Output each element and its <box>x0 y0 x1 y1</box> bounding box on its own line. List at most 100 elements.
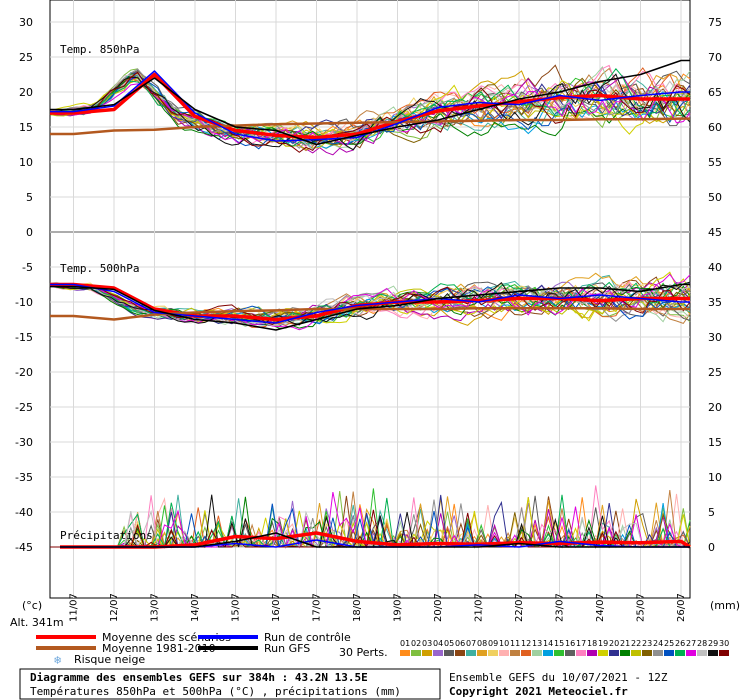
pert-number-label: 20 <box>609 639 619 648</box>
pert-number-label: 26 <box>675 639 685 648</box>
legend-label-control: Run de contrôle <box>264 631 351 644</box>
main-series <box>50 59 691 549</box>
right-tick-label: 15 <box>708 436 722 449</box>
footer-copyright: Copyright 2021 Meteociel.fr <box>449 685 628 698</box>
pert-number-label: 22 <box>631 639 641 648</box>
x-tick-label: 15/07 <box>231 593 242 622</box>
pert-swatch <box>565 650 575 656</box>
left-tick-label: -35 <box>15 471 33 484</box>
pert-swatch <box>598 650 608 656</box>
pert-precip-line <box>50 496 690 548</box>
pert-number-label: 23 <box>642 639 652 648</box>
snowflake-icon: ❄ <box>54 653 61 667</box>
pert-number-label: 27 <box>686 639 696 648</box>
right-tick-label: 60 <box>708 121 722 134</box>
pert-swatch <box>675 650 685 656</box>
x-tick-label: 18/07 <box>352 593 363 622</box>
legend-label-snow: Risque neige <box>74 653 145 666</box>
footer-box <box>19 668 441 700</box>
right-tick-label: 30 <box>708 331 722 344</box>
pert-number-label: 17 <box>576 639 586 648</box>
footer-subtitle: Températures 850hPa et 500hPa (°C) , pré… <box>30 685 401 698</box>
pert-swatch <box>422 650 432 656</box>
x-tick-label: 25/07 <box>636 593 647 622</box>
pert-swatch <box>488 650 498 656</box>
legend-label-normal: Moyenne 1981-2010 <box>102 642 216 655</box>
x-tick-label: 24/07 <box>595 593 606 622</box>
pert-swatch <box>686 650 696 656</box>
pert-number-label: 30 <box>719 639 729 648</box>
panel-label-500: Temp. 500hPa <box>60 262 139 275</box>
pert-number-label: 18 <box>587 639 597 648</box>
pert-swatch <box>576 650 586 656</box>
pert-swatch <box>400 650 410 656</box>
pert-number-label: 24 <box>653 639 663 648</box>
x-tick-label: 22/07 <box>514 593 525 622</box>
left-tick-label: -45 <box>15 541 33 554</box>
left-tick-label: 20 <box>19 86 33 99</box>
left-tick-label: 5 <box>26 191 33 204</box>
pert-number-label: 09 <box>488 639 498 648</box>
pert-swatch <box>642 650 652 656</box>
x-tick-label: 12/07 <box>109 593 120 622</box>
x-tick-label: 14/07 <box>190 593 201 622</box>
pert-swatch <box>708 650 718 656</box>
right-tick-label: 10 <box>708 471 722 484</box>
left-tick-label: -5 <box>22 261 33 274</box>
left-tick-label: 0 <box>26 226 33 239</box>
left-tick-label: 30 <box>19 16 33 29</box>
left-tick-label: -20 <box>15 366 33 379</box>
right-tick-label: 5 <box>708 506 715 519</box>
pert-number-label: 13 <box>532 639 542 648</box>
pert-number-label: 19 <box>598 639 608 648</box>
right-tick-label: 40 <box>708 261 722 274</box>
x-tick-label: 26/07 <box>676 593 687 622</box>
panel-label-850: Temp. 850hPa <box>60 43 139 56</box>
left-tick-label: 25 <box>19 51 33 64</box>
series-line <box>50 59 690 146</box>
right-tick-label: 75 <box>708 16 722 29</box>
pert-number-label: 25 <box>664 639 674 648</box>
pert-850-line <box>50 72 691 150</box>
perts-legend: 01 02 03 04 05 06 07 08 09 10 11 12 13 14 15 16 17 18 19 20… <box>400 639 729 656</box>
series-line <box>60 532 690 548</box>
series-line <box>50 283 690 331</box>
pert-swatch <box>444 650 454 656</box>
right-unit: (mm) <box>710 599 740 612</box>
series-line <box>50 72 690 140</box>
right-tick-label: 25 <box>708 366 722 379</box>
pert-swatch <box>620 650 630 656</box>
pert-number-label: 15 <box>554 639 564 648</box>
pert-number-label: 16 <box>565 639 575 648</box>
pert-number-label: 04 <box>433 639 443 648</box>
pert-swatch <box>411 650 421 656</box>
pert-swatch <box>664 650 674 656</box>
left-tick-label: -30 <box>15 436 33 449</box>
pert-850-line <box>49 77 691 150</box>
left-tick-label: 10 <box>19 156 33 169</box>
left-unit: (°c) <box>22 599 42 612</box>
pert-swatch <box>653 650 663 656</box>
pert-swatch <box>631 650 641 656</box>
pert-swatch <box>532 650 542 656</box>
right-tick-label: 70 <box>708 51 722 64</box>
pert-number-label: 14 <box>543 639 553 648</box>
pert-850-line <box>49 71 691 153</box>
pert-number-label: 12 <box>521 639 531 648</box>
x-tick-label: 17/07 <box>312 593 323 622</box>
pert-swatch <box>433 650 443 656</box>
pert-number-label: 07 <box>466 639 476 648</box>
pert-swatch <box>466 650 476 656</box>
left-tick-label: 15 <box>19 121 33 134</box>
pert-number-label: 03 <box>422 639 432 648</box>
axis-ticks: 302520151050-5-10-15-20-25-30-35-40-4575… <box>15 16 722 622</box>
pert-number-label: 11 <box>510 639 520 648</box>
right-tick-label: 55 <box>708 156 722 169</box>
right-tick-label: 0 <box>708 541 715 554</box>
series-line <box>50 283 690 324</box>
right-tick-label: 65 <box>708 86 722 99</box>
left-tick-label: -10 <box>15 296 33 309</box>
pert-number-label: 28 <box>697 639 707 648</box>
legend-label-scenarios: Moyenne des scénarios <box>102 631 231 644</box>
